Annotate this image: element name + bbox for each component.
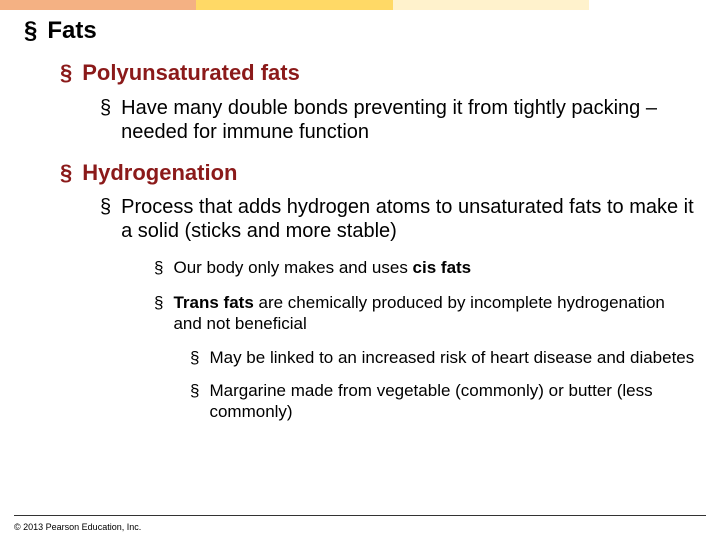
bullet-icon: § [154,257,163,278]
body-point: § Have many double bonds preventing it f… [100,96,696,144]
sub-sub-text: Margarine made from vegetable (commonly)… [209,380,696,423]
slide-title: Fats [47,18,96,44]
bullet-icon: § [100,195,111,219]
sub-point-text: Trans fats are chemically produced by in… [173,292,696,335]
point-text: Process that adds hydrogen atoms to unsa… [121,195,696,243]
section-heading: § Hydrogenation [60,160,696,185]
text-run: Our body only makes and uses [173,258,412,277]
bullet-icon: § [190,380,199,401]
sub-point: § Our body only makes and uses cis fats [154,257,696,278]
bullet-icon: § [100,96,111,120]
bullet-icon: § [24,18,37,44]
title-row: § Fats [24,18,696,44]
slide-body: § Fats § Polyunsaturated fats § Have man… [0,10,720,422]
bullet-icon: § [60,60,72,85]
footer-rule [14,515,706,516]
sub-sub-text: May be linked to an increased risk of he… [209,347,694,368]
heading-text: Hydrogenation [82,160,237,185]
bullet-icon: § [190,347,199,368]
bold-run: cis fats [413,258,472,277]
bold-run: Trans fats [173,293,253,312]
section-heading: § Polyunsaturated fats [60,60,696,85]
sub-point-text: Our body only makes and uses cis fats [173,257,471,278]
body-point: § Process that adds hydrogen atoms to un… [100,195,696,243]
copyright-text: © 2013 Pearson Education, Inc. [14,522,141,532]
sub-sub-point: § May be linked to an increased risk of … [190,347,696,368]
bullet-icon: § [60,160,72,185]
sub-sub-point: § Margarine made from vegetable (commonl… [190,380,696,423]
top-accent-bar [0,0,720,10]
sub-point: § Trans fats are chemically produced by … [154,292,696,335]
bullet-icon: § [154,292,163,313]
heading-text: Polyunsaturated fats [82,60,300,85]
point-text: Have many double bonds preventing it fro… [121,96,696,144]
